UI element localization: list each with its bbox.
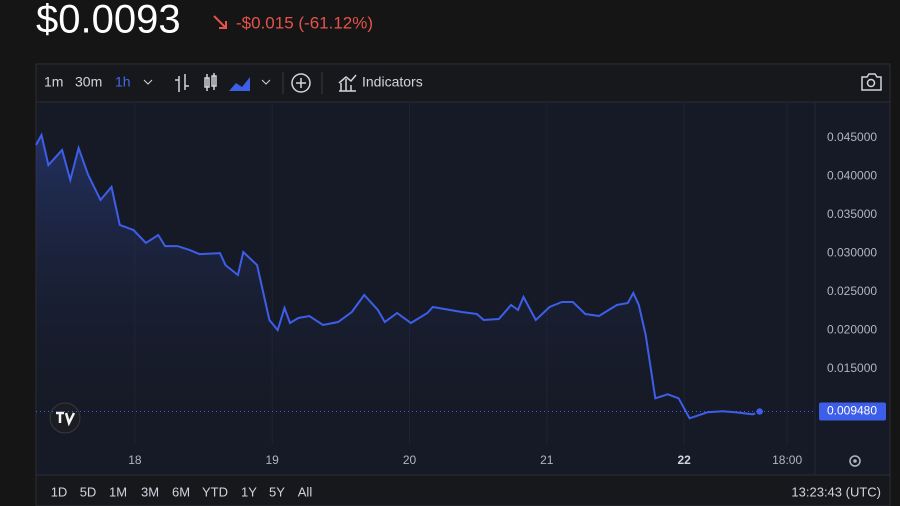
range-button[interactable]: 6M — [172, 484, 190, 499]
chevron[interactable] — [143, 79, 153, 85]
y-tick-label: 0.020000 — [827, 323, 877, 337]
range-button[interactable]: 1M — [109, 484, 127, 499]
range-button[interactable]: 1D — [51, 484, 68, 499]
range-button[interactable]: 3M — [141, 484, 159, 499]
interval-button[interactable]: 1m — [44, 74, 63, 90]
down-arrow — [213, 15, 227, 29]
range-button[interactable]: YTD — [202, 484, 228, 499]
interval-button[interactable]: 1h — [115, 74, 131, 90]
y-tick-label: 0.040000 — [827, 169, 877, 183]
range-button[interactable]: All — [298, 484, 313, 499]
settings-icon[interactable] — [849, 455, 861, 467]
y-tick-label: 0.025000 — [827, 284, 877, 298]
interval-button[interactable]: 30m — [75, 74, 102, 90]
area-fill — [36, 135, 760, 445]
x-tick-label: 20 — [403, 453, 417, 467]
y-tick-label: 0.035000 — [827, 207, 877, 221]
y-tick-label: 0.015000 — [827, 361, 877, 375]
chevron[interactable] — [261, 79, 271, 85]
camera-lens[interactable] — [866, 78, 876, 88]
y-tick-label: 0.030000 — [827, 246, 877, 260]
indicators-icon[interactable] — [338, 74, 357, 92]
indicators-button[interactable]: Indicators — [362, 74, 423, 90]
x-tick-label: 21 — [540, 453, 554, 467]
camera-icon[interactable] — [861, 73, 882, 91]
chart-type-icons[interactable] — [175, 73, 217, 92]
y-tick-label: 0.045000 — [827, 130, 877, 144]
range-button[interactable]: 5Y — [269, 484, 285, 499]
settings-icon-center[interactable] — [853, 459, 857, 463]
clock: 13:23:43 (UTC) — [791, 484, 881, 499]
range-button[interactable]: 5D — [80, 484, 97, 499]
x-tick-label: 18 — [128, 453, 142, 467]
last-point — [754, 406, 765, 417]
add-icon-plus[interactable] — [296, 78, 306, 88]
x-tick-label: 22 — [677, 453, 691, 467]
x-tick-label: 18:00 — [772, 453, 802, 467]
last-price-label: 0.009480 — [827, 404, 877, 418]
price-line — [35, 132, 761, 420]
price-change: -$0.015 (-61.12%) — [236, 13, 373, 32]
price: $0.0093 — [36, 0, 181, 42]
add-icon[interactable] — [291, 73, 311, 93]
range-button[interactable]: 1Y — [241, 484, 257, 499]
area-icon[interactable] — [229, 77, 250, 91]
x-tick-label: 19 — [266, 453, 280, 467]
last-price-box — [819, 402, 886, 421]
